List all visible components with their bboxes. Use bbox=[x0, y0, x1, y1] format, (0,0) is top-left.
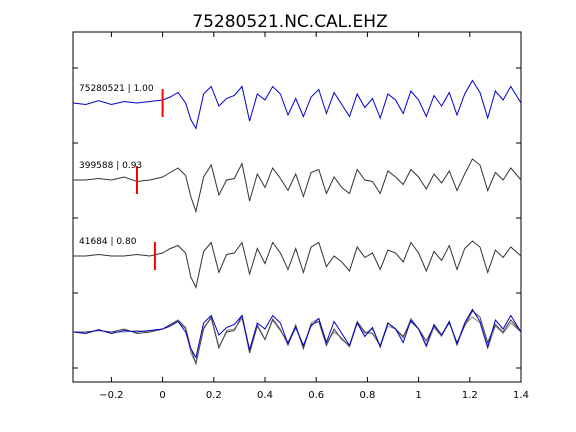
x-tick-label: 0 bbox=[159, 390, 165, 401]
x-axis-tick-labels: −0.2 0 0.2 0.4 0.6 0.8 1 1.2 1.4 bbox=[99, 390, 529, 401]
x-tick-label: 1.2 bbox=[462, 390, 478, 401]
right-tick-marks bbox=[516, 67, 521, 369]
overlay-trace bbox=[73, 310, 522, 366]
x-tick-label: 0.2 bbox=[206, 390, 222, 401]
x-tick-label: 0.8 bbox=[359, 390, 375, 401]
x-axis-ticks bbox=[110, 32, 522, 382]
trace-label: 75280521 | 1.00 bbox=[79, 84, 154, 94]
x-tick-label: 1.4 bbox=[513, 390, 529, 401]
x-tick-label: −0.2 bbox=[99, 390, 123, 401]
seismogram-trace bbox=[72, 79, 522, 130]
x-tick-label: 0.4 bbox=[257, 390, 273, 401]
seismogram-traces bbox=[72, 79, 522, 290]
trace-label: 41684 | 0.80 bbox=[79, 237, 137, 247]
x-tick-label: 1 bbox=[415, 390, 421, 401]
trace-label: 399588 | 0.93 bbox=[79, 161, 142, 171]
left-tick-marks bbox=[73, 67, 78, 369]
seismogram-trace bbox=[73, 240, 522, 290]
trace-labels: 75280521 | 1.00 399588 | 0.93 41684 | 0.80 bbox=[79, 84, 154, 247]
x-tick-label: 0.6 bbox=[308, 390, 324, 401]
overlay-stack bbox=[72, 308, 522, 366]
overlay-trace bbox=[73, 316, 522, 366]
chart-title: 75280521.NC.CAL.EHZ bbox=[192, 12, 387, 32]
seismogram-trace bbox=[73, 158, 522, 214]
plot-frame bbox=[72, 31, 522, 383]
overlay-trace bbox=[72, 308, 522, 359]
